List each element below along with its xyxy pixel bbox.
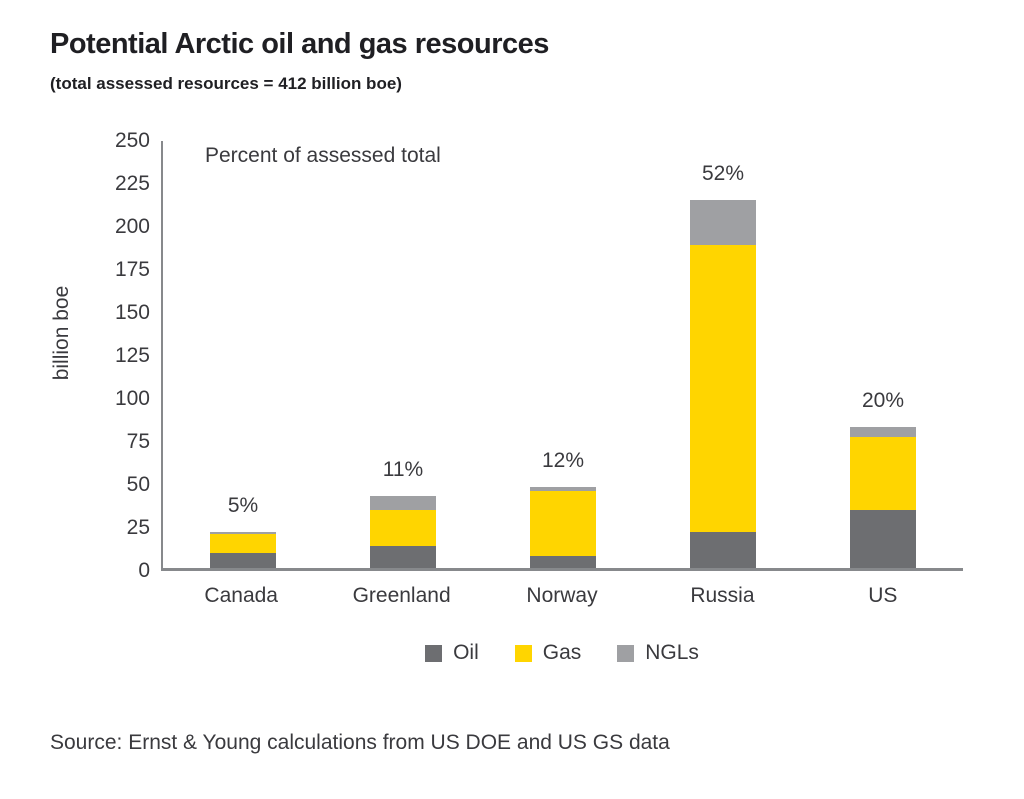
page-title: Potential Arctic oil and gas resources [50, 28, 549, 60]
plot-area: 5% 11% 12% 52% 20% [161, 141, 963, 571]
bar-segment-ngls [210, 531, 276, 534]
bar-column-canada: 5% [163, 141, 323, 568]
x-axis-label: Norway [526, 584, 598, 607]
bar-column-us: 20% [803, 141, 963, 568]
bar-segment-oil [850, 509, 916, 568]
y-tick-label: 75 [126, 430, 150, 453]
y-tick-label: 250 [114, 129, 150, 152]
page-subtitle: (total assessed resources = 412 billion … [50, 74, 402, 93]
bar-segment-gas [850, 437, 916, 510]
legend-label-oil: Oil [453, 641, 479, 664]
y-tick-label: 50 [126, 473, 150, 496]
y-tick-label: 125 [114, 344, 150, 367]
y-tick-label: 200 [114, 215, 150, 238]
bars-row: 5% 11% 12% 52% 20% [163, 141, 963, 568]
y-tick-label: 175 [114, 258, 150, 281]
bar-segment-gas [370, 509, 436, 546]
y-tick-label: 225 [114, 172, 150, 195]
bar-segment-ngls [690, 200, 756, 245]
bar-percent-label: 52% [701, 162, 745, 186]
x-axis-label: Greenland [352, 584, 451, 607]
y-tick-label: 150 [114, 301, 150, 324]
bar-column-russia: 52% [643, 141, 803, 568]
gas-swatch-icon [514, 644, 532, 662]
bar-percent-label: 12% [541, 449, 585, 473]
bar-segment-ngls [370, 495, 436, 510]
y-axis-ticks: 0 25 50 75 100 125 150 175 200 225 250 [0, 129, 150, 582]
legend-item-ngls: NGLs [617, 641, 699, 665]
bar-segment-gas [210, 533, 276, 553]
bar-column-norway: 12% [483, 141, 643, 568]
bar-percent-label: 11% [382, 457, 424, 481]
x-axis-label: Russia [690, 584, 755, 607]
bar-segment-ngls [850, 427, 916, 438]
x-axis-labels: Canada Greenland Norway Russia US [161, 584, 963, 608]
ngls-swatch-icon [617, 644, 635, 662]
bar-segment-gas [690, 244, 756, 532]
legend-item-oil: Oil [425, 641, 479, 665]
bar-segment-oil [370, 545, 436, 568]
y-tick-label: 25 [126, 516, 150, 539]
legend-label-ngls: NGLs [645, 641, 699, 664]
x-axis-label: US [868, 584, 898, 607]
oil-swatch-icon [425, 644, 443, 662]
legend: Oil Gas NGLs [161, 641, 963, 665]
bar-segment-oil [690, 531, 756, 568]
legend-label-gas: Gas [542, 641, 582, 664]
x-axis-label: Canada [204, 584, 278, 607]
bar-segment-ngls [530, 487, 596, 491]
bar-percent-label: 20% [861, 389, 905, 413]
bar-percent-label: 5% [227, 493, 259, 517]
legend-item-gas: Gas [514, 641, 582, 665]
y-tick-label: 0 [138, 559, 150, 582]
y-axis-title: billion boe [50, 285, 73, 381]
bar-column-greenland: 11% [323, 141, 483, 568]
bar-segment-oil [530, 556, 596, 568]
y-tick-label: 100 [114, 387, 150, 410]
source-text: Source: Ernst & Young calculations from … [50, 731, 670, 754]
plot-annotation: Percent of assessed total [205, 144, 441, 167]
bar-segment-oil [210, 552, 276, 568]
bar-segment-gas [530, 490, 596, 556]
